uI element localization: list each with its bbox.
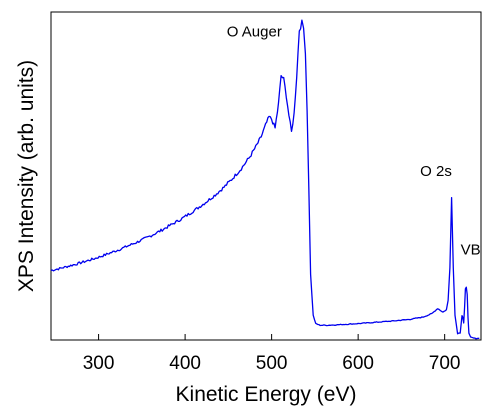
xps-spectrum-line xyxy=(50,19,480,340)
annotation-vb: VB xyxy=(461,242,481,259)
x-axis-ticks: 300 400 500 600 700 xyxy=(83,334,461,374)
x-tick-label: 300 xyxy=(83,353,115,374)
x-tick-label: 400 xyxy=(169,353,201,374)
annotation-o-auger: O Auger xyxy=(227,24,282,41)
annotation-o-2s: O 2s xyxy=(420,163,452,180)
peak-annotations: O Auger O 2s VB xyxy=(227,24,481,259)
plot-frame xyxy=(50,11,482,341)
x-tick-label: 600 xyxy=(342,353,374,374)
x-tick-label: 500 xyxy=(256,353,288,374)
y-axis-label: XPS Intensity (arb. units) xyxy=(15,60,38,292)
x-tick-label: 700 xyxy=(429,353,461,374)
x-axis-label: Kinetic Energy (eV) xyxy=(176,383,357,406)
